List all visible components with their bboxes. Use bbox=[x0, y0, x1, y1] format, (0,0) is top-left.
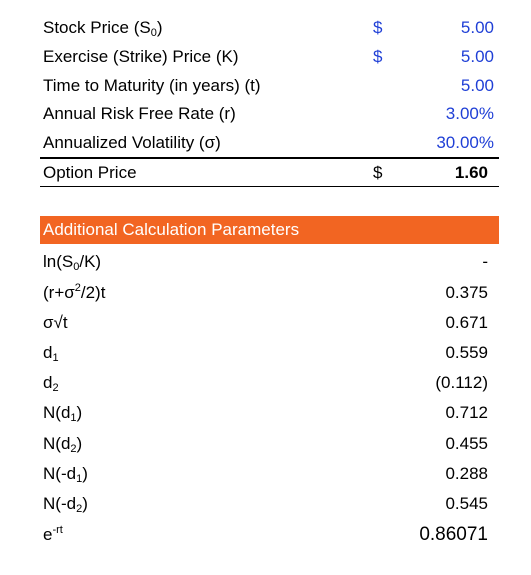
parameter-value: 0.712 bbox=[445, 403, 488, 422]
stock-price-label: Stock Price (S0) bbox=[43, 18, 163, 39]
parameter-label: σ√t bbox=[43, 313, 68, 332]
stock-price-row: Stock Price (S0) $ 5.00 bbox=[0, 14, 531, 43]
parameter-value: 0.671 bbox=[445, 313, 488, 332]
parameter-row: N(-d2) 0.545 bbox=[0, 490, 531, 519]
option-price-label: Option Price bbox=[43, 163, 137, 182]
parameter-row: d1 0.559 bbox=[0, 339, 531, 368]
risk-free-rate-row: Annual Risk Free Rate (r) 3.00% bbox=[0, 100, 531, 129]
parameter-value: 0.559 bbox=[445, 343, 488, 362]
parameter-label: N(-d1) bbox=[43, 464, 88, 485]
option-price-row: Option Price $ 1.60 bbox=[40, 157, 499, 187]
parameter-row: N(d1) 0.712 bbox=[0, 399, 531, 428]
option-price-value: 1.60 bbox=[454, 163, 488, 182]
time-to-maturity-value[interactable]: 5.00 bbox=[460, 76, 494, 95]
section-header-label: Additional Calculation Parameters bbox=[43, 220, 300, 239]
exercise-price-currency: $ bbox=[373, 47, 383, 66]
parameter-row: e-rt 0.86071 bbox=[0, 521, 531, 550]
parameter-row: (r+σ2/2)t 0.375 bbox=[0, 279, 531, 308]
parameter-row: ln(S0/K) - bbox=[0, 248, 531, 277]
parameter-label: (r+σ2/2)t bbox=[43, 282, 106, 303]
parameter-label: N(-d2) bbox=[43, 494, 88, 515]
time-to-maturity-row: Time to Maturity (in years) (t) 5.00 bbox=[0, 72, 531, 101]
exercise-price-row: Exercise (Strike) Price (K) $ 5.00 bbox=[0, 43, 531, 72]
risk-free-rate-value[interactable]: 3.00% bbox=[445, 104, 494, 123]
parameter-value: - bbox=[482, 252, 488, 271]
parameter-row: N(-d1) 0.288 bbox=[0, 460, 531, 489]
section-header: Additional Calculation Parameters bbox=[40, 216, 499, 244]
parameter-value: 0.545 bbox=[445, 494, 488, 513]
time-to-maturity-label: Time to Maturity (in years) (t) bbox=[43, 76, 261, 95]
parameter-label: ln(S0/K) bbox=[43, 252, 102, 273]
parameter-row: N(d2) 0.455 bbox=[0, 430, 531, 459]
parameter-label: N(d2) bbox=[43, 434, 83, 455]
parameter-value: 0.288 bbox=[445, 464, 488, 483]
parameter-value: 0.375 bbox=[445, 283, 488, 302]
volatility-value[interactable]: 30.00% bbox=[436, 133, 494, 152]
stock-price-value[interactable]: 5.00 bbox=[460, 18, 494, 37]
parameter-row: σ√t 0.671 bbox=[0, 309, 531, 338]
risk-free-rate-label: Annual Risk Free Rate (r) bbox=[43, 104, 236, 123]
parameter-row: d2 (0.112) bbox=[0, 369, 531, 398]
parameter-label: d2 bbox=[43, 373, 59, 394]
stock-price-currency: $ bbox=[373, 18, 383, 37]
volatility-label: Annualized Volatility (σ) bbox=[43, 133, 221, 152]
parameter-value: (0.112) bbox=[435, 373, 488, 392]
parameter-value: 0.455 bbox=[445, 434, 488, 453]
parameter-label: N(d1) bbox=[43, 403, 83, 424]
parameter-value: 0.86071 bbox=[419, 524, 488, 545]
parameter-label: d1 bbox=[43, 343, 59, 364]
parameter-label: e-rt bbox=[43, 524, 63, 545]
exercise-price-value[interactable]: 5.00 bbox=[460, 47, 494, 66]
option-price-currency: $ bbox=[373, 163, 383, 182]
exercise-price-label: Exercise (Strike) Price (K) bbox=[43, 47, 239, 66]
volatility-row: Annualized Volatility (σ) 30.00% bbox=[0, 129, 531, 158]
